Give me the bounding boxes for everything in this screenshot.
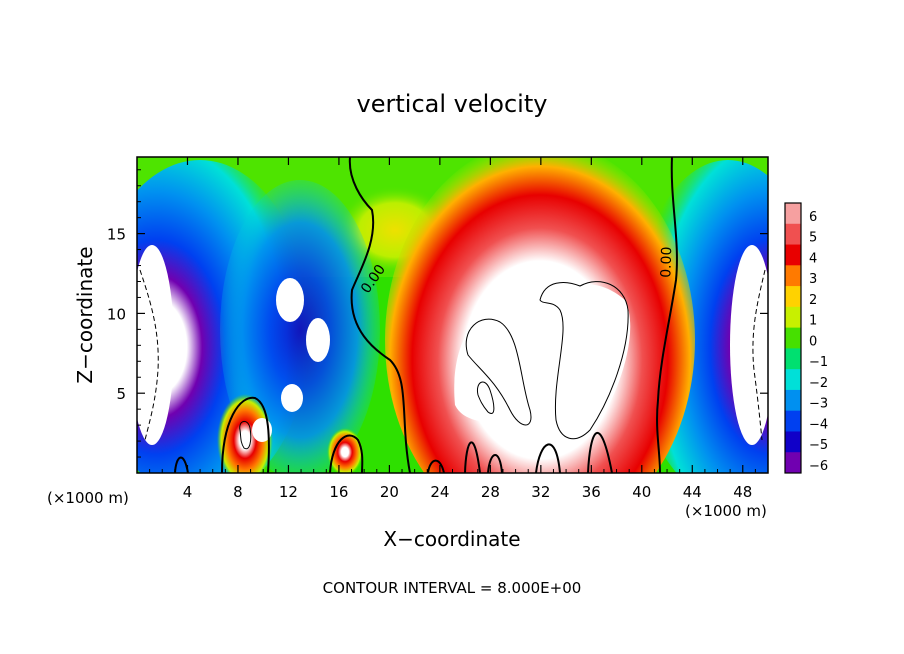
colorbar-label: 3 xyxy=(809,272,817,287)
colorbar-cell xyxy=(785,431,801,453)
colorbar-cell xyxy=(785,389,801,412)
colorbar-cell xyxy=(785,265,801,287)
colorbar-frame xyxy=(784,202,802,474)
colorbar-label: 6 xyxy=(809,210,817,225)
zero-contour-bump-1 xyxy=(221,396,270,473)
zero-contour-bump-6 xyxy=(487,454,503,473)
negative-contour-left xyxy=(139,269,159,441)
x-tick-label: 40 xyxy=(632,483,651,501)
x-tick-label: 44 xyxy=(683,483,702,501)
x-tick-label: 48 xyxy=(733,483,752,501)
chart-title: vertical velocity xyxy=(357,90,548,118)
x-tick-label: 24 xyxy=(430,483,449,501)
y-tick-label: 5 xyxy=(116,385,126,403)
x-tick-label: 4 xyxy=(183,483,193,501)
x-tick-label: 28 xyxy=(481,483,500,501)
colorbar-cell xyxy=(785,410,801,432)
x-unit-label-right: (×1000 m) xyxy=(685,502,767,520)
x-tick-label: 36 xyxy=(582,483,601,501)
colorbar-label: −6 xyxy=(809,459,828,474)
colorbar-cell xyxy=(785,286,801,308)
colorbar-cell xyxy=(785,203,801,225)
colorbar-cell xyxy=(785,306,801,329)
colorbar-label: −1 xyxy=(809,355,828,370)
x-tick-label: 32 xyxy=(531,483,550,501)
colorbar-label: −2 xyxy=(809,376,828,391)
colorbar-label: 5 xyxy=(809,231,817,246)
negative-contour-right xyxy=(752,269,766,441)
colorbar-cell xyxy=(785,348,801,370)
contour-lines xyxy=(139,157,766,473)
zero-contour-bump-5 xyxy=(464,441,481,473)
y-axis-label: Z−coordinate xyxy=(73,246,97,383)
x-unit-label-left: (×1000 m) xyxy=(47,489,129,507)
x-axis: 4 8 12 16 20 24 28 32 36 40 44 48 xyxy=(149,157,756,501)
colorbar-label: 0 xyxy=(809,334,817,349)
colorbar-cell xyxy=(785,452,801,474)
colorbar-cell xyxy=(785,369,801,391)
x-tick-label: 20 xyxy=(380,483,399,501)
colorbar-label: 1 xyxy=(809,314,817,329)
zero-contour-bump-4 xyxy=(427,459,445,473)
y-tick-label: 10 xyxy=(107,305,126,323)
x-tick-label: 12 xyxy=(279,483,298,501)
x-tick-label: 8 xyxy=(233,483,243,501)
positive-contour-1 xyxy=(465,318,532,426)
zero-contour-bump-8 xyxy=(587,432,613,473)
velocity-field xyxy=(137,157,768,473)
y-tick-label: 15 xyxy=(107,226,126,244)
colorbar-cell xyxy=(785,327,801,349)
colorbar-label: −4 xyxy=(809,417,828,432)
x-axis-label: X−coordinate xyxy=(383,527,520,551)
contour-interval-footer: CONTOUR INTERVAL = 8.000E+00 xyxy=(323,579,582,597)
colorbar-label: −3 xyxy=(809,397,828,412)
positive-contour-4 xyxy=(239,421,252,450)
colorbar-label: 4 xyxy=(809,251,817,266)
positive-contour-2 xyxy=(539,281,629,440)
positive-contour-3 xyxy=(476,381,495,414)
colorbar-label: −5 xyxy=(809,438,828,453)
colorbar: 6 5 4 3 2 1 0 −1 −2 −3 −4 −5 −6 xyxy=(784,202,828,474)
y-axis: 5 10 15 xyxy=(107,169,768,458)
zero-contour-right xyxy=(656,157,678,473)
colorbar-cell xyxy=(785,223,801,246)
zero-contour-bump-7 xyxy=(535,443,561,473)
colorbar-label: 2 xyxy=(809,293,817,308)
contour-label: 0.00 xyxy=(658,246,675,278)
zero-contour-bump-2 xyxy=(329,434,364,473)
zero-contour-left xyxy=(348,157,411,473)
colorbar-cell xyxy=(785,244,801,266)
x-tick-label: 16 xyxy=(329,483,348,501)
